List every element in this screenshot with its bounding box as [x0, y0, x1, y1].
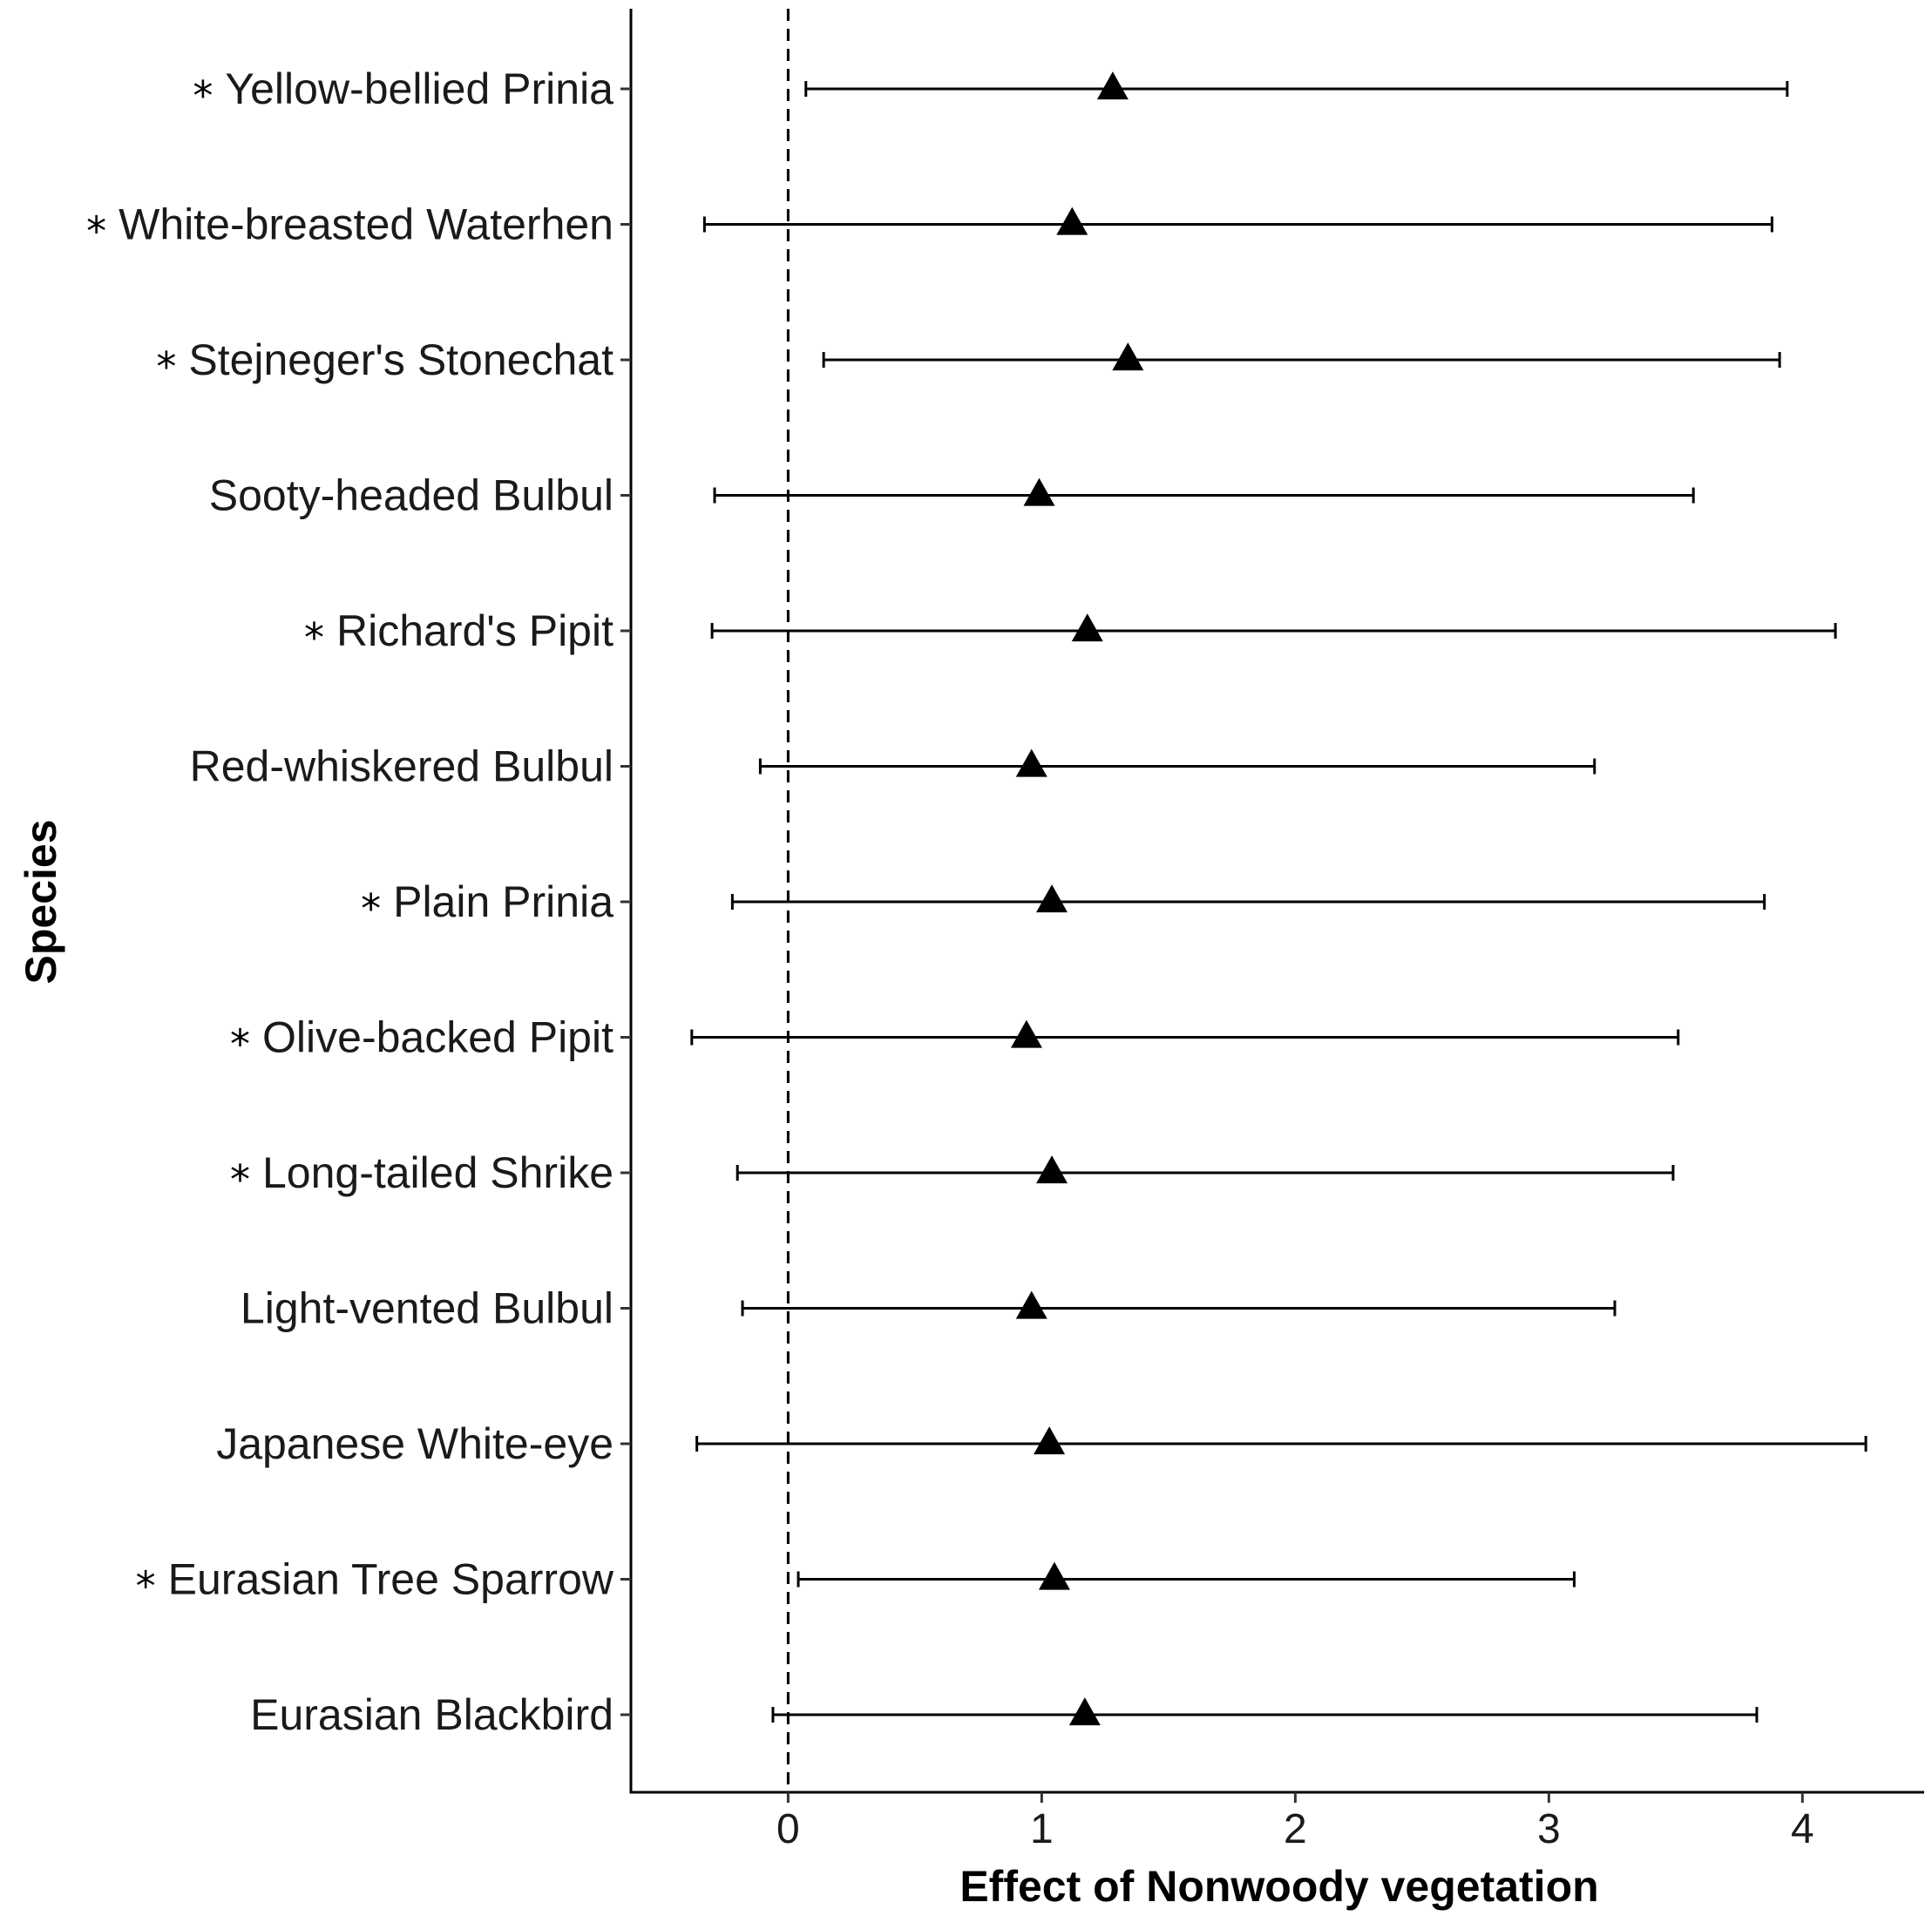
y-tick-label: White-breasted Waterhen: [119, 200, 613, 249]
data-rows-layer: Yellow-bellied Prinia*White-breasted Wat…: [86, 64, 1868, 1739]
estimate-point: [1071, 613, 1103, 642]
significance-star: *: [193, 72, 213, 119]
y-tick-label: Red-whiskered Bulbul: [190, 742, 613, 791]
y-tick-label: Yellow-bellied Prinia: [225, 64, 613, 113]
estimate-point: [1023, 477, 1055, 506]
species-row: Yellow-bellied Prinia *: [193, 64, 1789, 119]
y-tick-label: Olive-backed Pipit: [262, 1013, 613, 1062]
species-row: White-breasted Waterhen *: [86, 200, 1773, 255]
y-tick-label: Plain Prinia: [393, 877, 613, 926]
y-tick-label: Eurasian Tree Sparrow: [168, 1555, 614, 1604]
estimate-point: [1015, 748, 1047, 777]
x-tick-label: 2: [1284, 1806, 1307, 1852]
x-tick-label: 3: [1537, 1806, 1561, 1852]
estimate-point: [1036, 884, 1068, 913]
significance-star: *: [230, 1021, 250, 1068]
significance-star: *: [304, 614, 324, 661]
y-tick-label: Richard's Pipit: [336, 606, 613, 655]
axes-layer: 0 1 2 3 4: [629, 9, 1924, 1852]
estimate-point: [1010, 1019, 1042, 1048]
y-axis-title: Species: [17, 819, 65, 984]
y-tick-label: Japanese White-eye: [216, 1419, 613, 1468]
significance-star: *: [136, 1563, 156, 1610]
species-row: Red-whiskered Bulbul: [190, 742, 1596, 791]
y-tick-label: Light-vented Bulbul: [241, 1284, 613, 1333]
significance-star: *: [361, 885, 381, 932]
estimate-point: [1036, 1155, 1068, 1184]
x-axis-title: Effect of Nonwoody vegetation: [959, 1862, 1598, 1911]
species-row: Eurasian Blackbird: [250, 1690, 1759, 1739]
x-tick-label: 4: [1791, 1806, 1814, 1852]
y-tick-label: Sooty-headed Bulbul: [209, 471, 613, 520]
y-tick-label: Stejneger's Stonechat: [188, 335, 613, 384]
estimate-point: [1034, 1426, 1066, 1455]
species-row: Light-vented Bulbul: [241, 1284, 1617, 1333]
x-tick-label: 1: [1030, 1806, 1054, 1852]
estimate-point: [1038, 1561, 1070, 1590]
species-row: Plain Prinia *: [361, 877, 1766, 932]
estimate-point: [1112, 342, 1144, 371]
estimate-point: [1068, 1697, 1101, 1726]
estimate-point: [1056, 206, 1088, 235]
significance-star: *: [156, 343, 176, 390]
x-tick-label: 0: [776, 1806, 800, 1852]
significance-star: *: [230, 1156, 250, 1203]
y-tick-label: Eurasian Blackbird: [250, 1690, 613, 1739]
species-row: Richard's Pipit *: [304, 606, 1837, 661]
species-row: Olive-backed Pipit *: [230, 1013, 1680, 1068]
y-tick-label: Long-tailed Shrike: [262, 1148, 613, 1197]
species-row: Sooty-headed Bulbul: [209, 471, 1695, 520]
estimate-point: [1015, 1290, 1047, 1319]
species-row: Japanese White-eye: [216, 1419, 1868, 1468]
species-row: Eurasian Tree Sparrow *: [136, 1555, 1576, 1610]
estimate-point: [1096, 71, 1129, 100]
species-row: Stejneger's Stonechat *: [156, 335, 1781, 390]
species-row: Long-tailed Shrike *: [230, 1148, 1675, 1203]
significance-star: *: [86, 208, 106, 255]
